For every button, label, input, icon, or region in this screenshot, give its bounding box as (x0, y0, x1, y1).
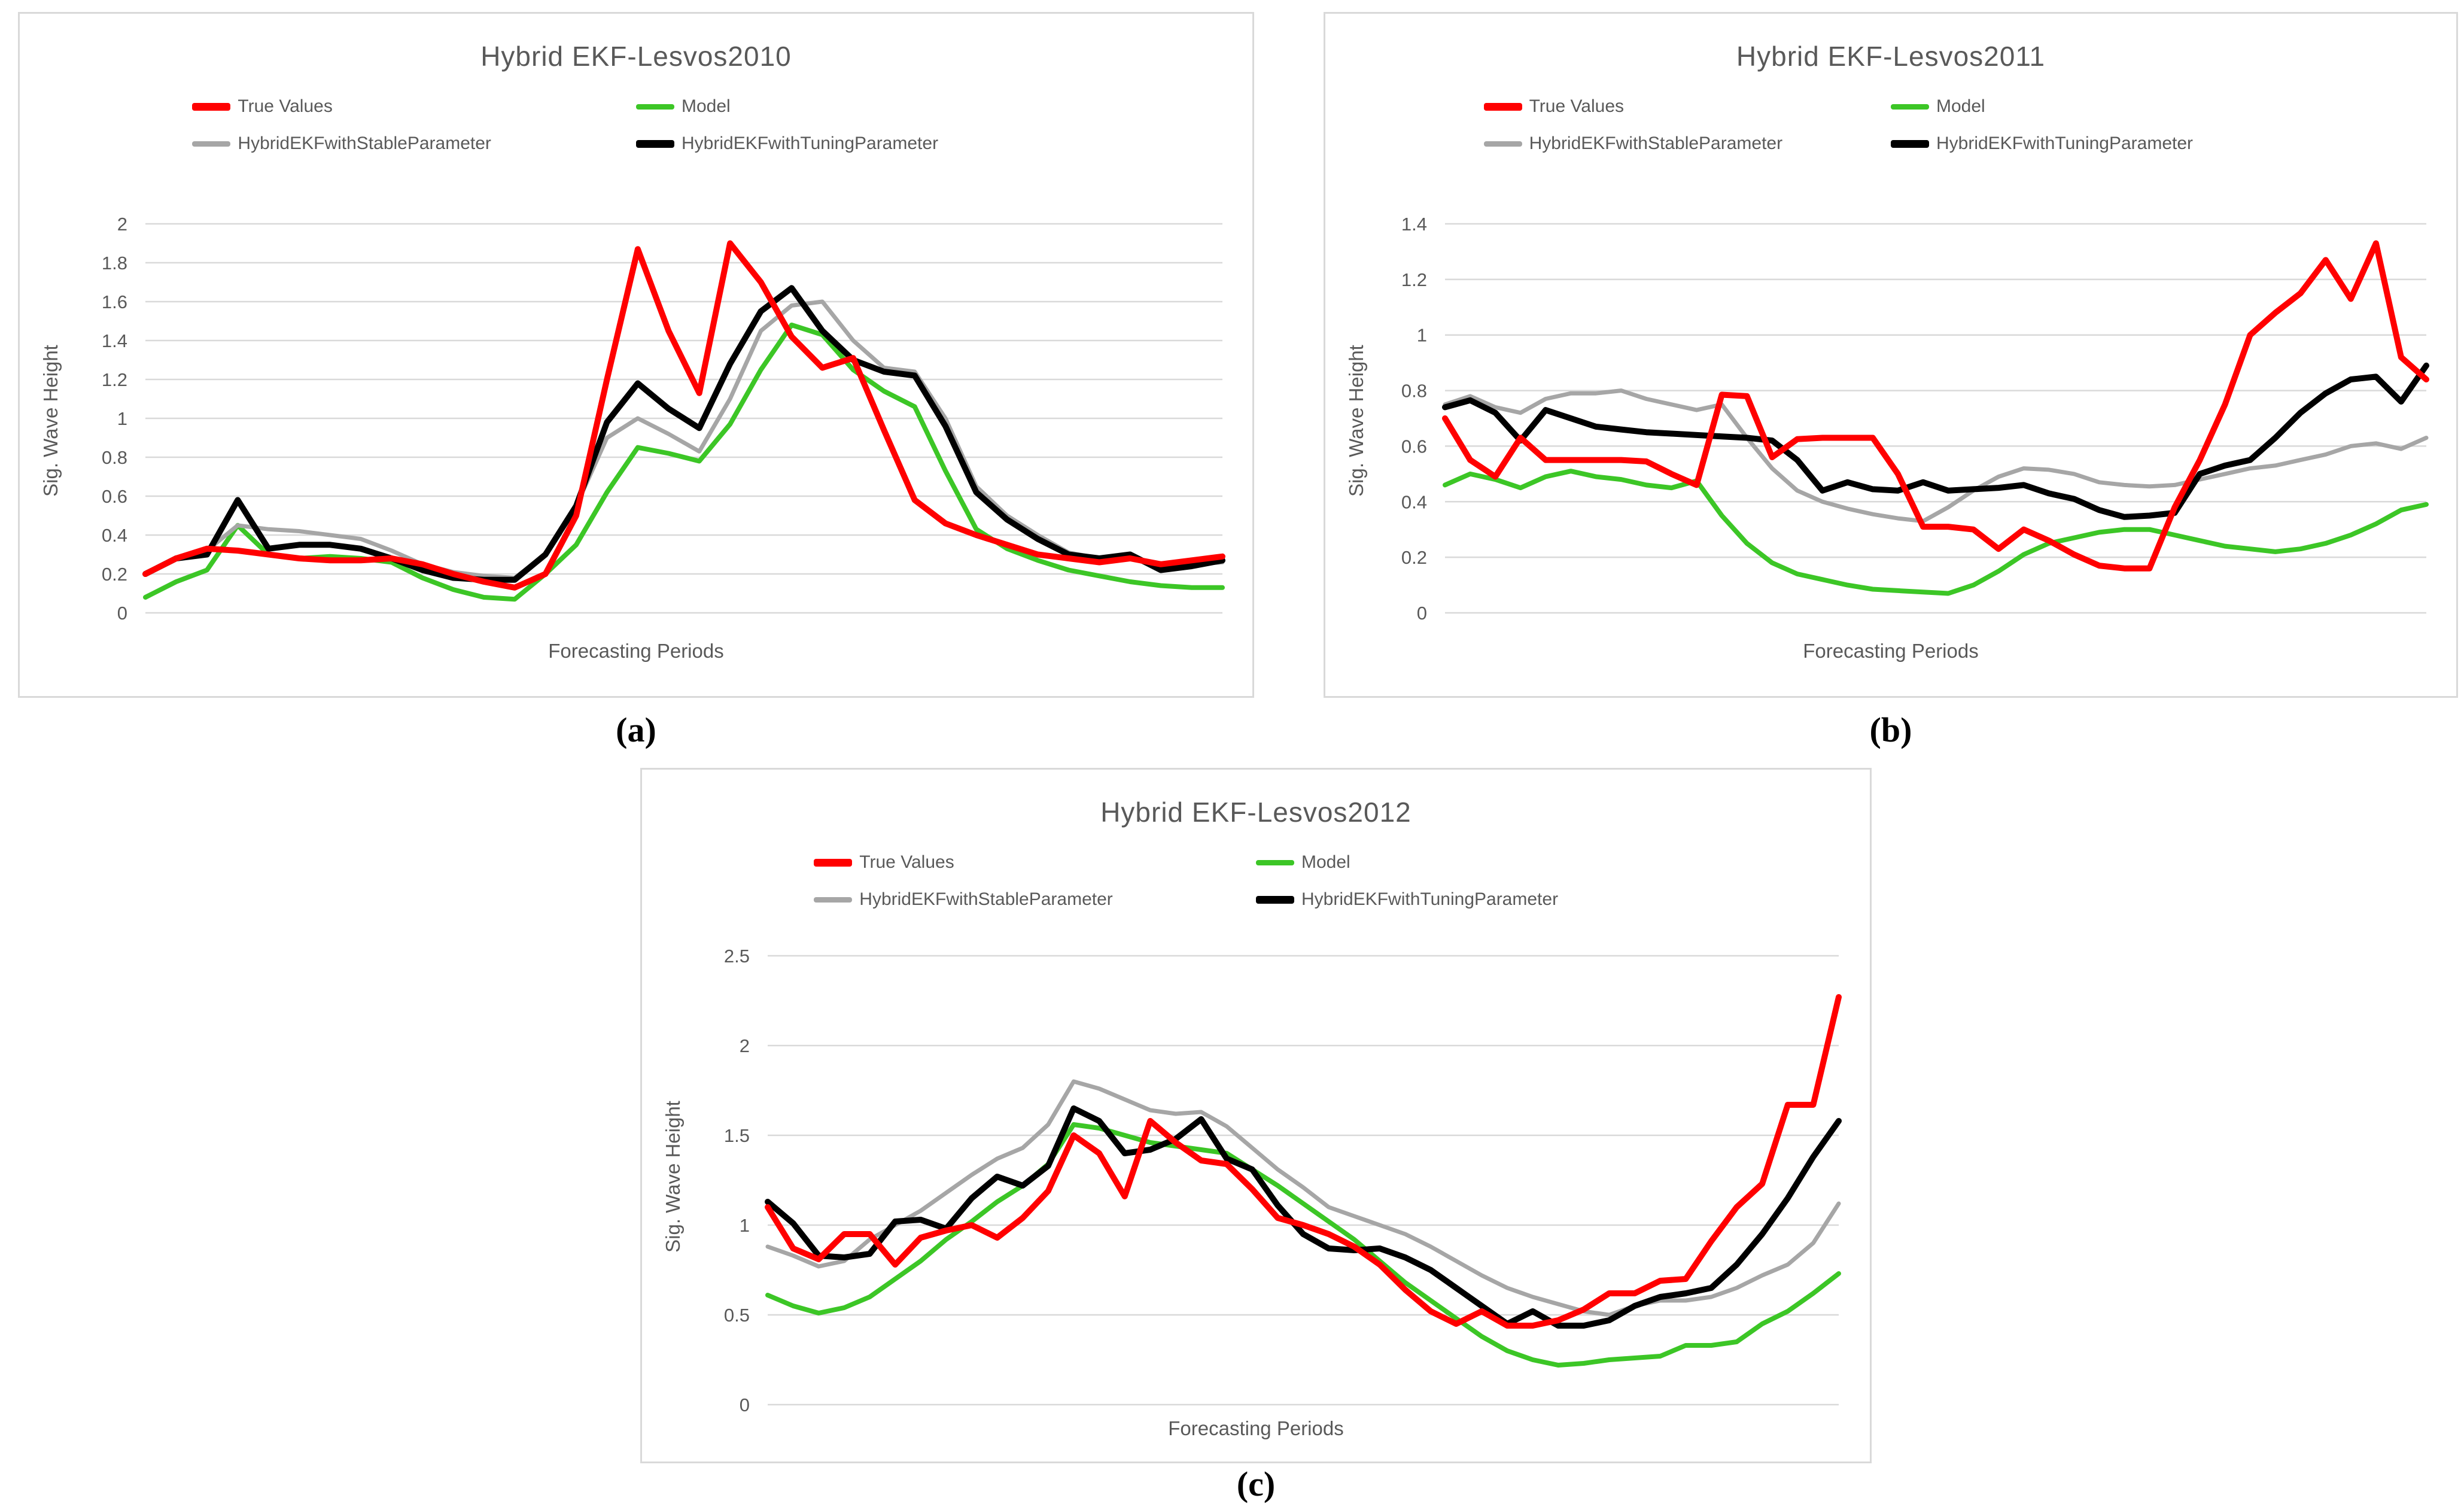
model-swatch (636, 104, 674, 110)
series-line-model (1443, 469, 2429, 596)
y-tick-label: 0.5 (724, 1305, 750, 1326)
y-tick-label: 0 (740, 1394, 750, 1415)
chart-title: Hybrid EKF-Lesvos2011 (1736, 41, 2046, 72)
x-axis-label: Forecasting Periods (1168, 1417, 1344, 1439)
y-tick-label: 1.4 (1401, 215, 1427, 235)
y-tick-label: 1.8 (102, 253, 127, 274)
legend-label: Model (682, 96, 731, 116)
stable-parameter-swatch (1483, 141, 1522, 147)
y-tick-label: 1.5 (724, 1125, 750, 1146)
legend-item-model: Model (1256, 852, 1698, 873)
line-chart-lesvos2012: 2.5 2 1.5 1 0.5 0 (724, 947, 1842, 1415)
tuning-parameter-swatch (1890, 139, 1929, 148)
chart-legend: True Values Model HybridEKFwithStablePar… (814, 852, 1698, 910)
legend-label: Model (1301, 852, 1350, 872)
series-line-hybridekfwithtuningparameter (142, 285, 1225, 583)
legend-label: True Values (238, 96, 333, 116)
legend-label: HybridEKFwithStableParameter (859, 889, 1113, 909)
x-axis-label: Forecasting Periods (548, 640, 724, 662)
y-tick-label: 0 (1417, 603, 1427, 624)
legend-item-stable-parameter: HybridEKFwithStableParameter (1483, 133, 1891, 154)
y-tick-label: 0.8 (1401, 381, 1427, 402)
y-tick-label: 0.2 (1401, 547, 1427, 568)
y-tick-label: 1 (117, 408, 127, 429)
model-swatch (1890, 104, 1929, 110)
stable-parameter-swatch (814, 897, 853, 903)
legend-row: True Values Model (814, 852, 1698, 873)
y-tick-label: 0.6 (1401, 436, 1427, 457)
legend-item-true-values: True Values (192, 96, 636, 117)
chart-title: Hybrid EKF-Lesvos2010 (480, 41, 792, 72)
legend-item-tuning-parameter: HybridEKFwithTuningParameter (1890, 133, 2298, 154)
chart-panel-lesvos2010: Hybrid EKF-Lesvos2010 True Values Model … (18, 12, 1254, 698)
chart-legend: True Values Model HybridEKFwithStablePar… (1483, 96, 2298, 154)
y-tick-label: 0.8 (102, 447, 127, 468)
series-line-true-values (1442, 240, 2429, 572)
chart-panel-lesvos2011: Hybrid EKF-Lesvos2011 True Values Model … (1324, 12, 2458, 698)
tuning-parameter-swatch (636, 139, 674, 148)
x-axis-label: Forecasting Periods (1803, 640, 1979, 662)
line-chart-lesvos2011: 1.4 1.2 1 0.8 0.6 0.4 0.2 0 (1401, 215, 2429, 624)
legend-label: Model (1936, 96, 1985, 116)
series-line-model (143, 323, 1225, 602)
subfigure-caption-b: (b) (1869, 710, 1912, 749)
series-line-hybridekfwithstableparameter (1443, 388, 2429, 524)
y-tick-label: 0.4 (1401, 491, 1427, 512)
legend-label: HybridEKFwithTuningParameter (1936, 133, 2194, 153)
tuning-parameter-swatch (1256, 895, 1294, 904)
y-tick-label: 2 (740, 1035, 750, 1056)
legend-item-model: Model (1890, 96, 2298, 117)
legend-row: HybridEKFwithStableParameter HybridEKFwi… (1483, 133, 2298, 154)
series-line-hybridekfwithstableparameter (143, 299, 1225, 580)
series-line-true-values (765, 994, 1842, 1329)
y-tick-label: 0.4 (102, 525, 127, 546)
legend-row: HybridEKFwithStableParameter HybridEKFwi… (814, 889, 1698, 910)
legend-item-tuning-parameter: HybridEKFwithTuningParameter (1256, 889, 1698, 910)
y-tick-label: 1 (1417, 325, 1427, 346)
y-tick-label: 1.6 (102, 291, 127, 312)
line-chart-lesvos2010: 2 1.8 1.6 1.4 1.2 1 0.8 0.6 0.4 0.2 0 (102, 215, 1225, 624)
legend-row: True Values Model (1483, 96, 2298, 117)
legend-label: True Values (859, 852, 954, 872)
series-line-model (765, 1122, 1841, 1368)
true-values-swatch (814, 858, 853, 867)
legend-label: HybridEKFwithTuningParameter (1301, 889, 1559, 909)
y-tick-label: 0 (117, 603, 127, 624)
subfigure-caption-c: (c) (1236, 1464, 1276, 1503)
legend-row: True Values Model (192, 96, 1079, 117)
legend-item-model: Model (636, 96, 1080, 117)
legend-label: True Values (1529, 96, 1625, 116)
legend-label: HybridEKFwithStableParameter (238, 133, 491, 153)
series-line-true-values (142, 240, 1225, 591)
legend-label: HybridEKFwithTuningParameter (682, 133, 939, 153)
series-line-hybridekfwithtuningparameter (765, 1105, 1842, 1329)
series-line-hybridekfwithstableparameter (765, 1079, 1841, 1317)
y-tick-label: 2.5 (724, 947, 750, 967)
legend-item-stable-parameter: HybridEKFwithStableParameter (192, 133, 636, 154)
y-tick-label: 0.2 (102, 564, 127, 585)
legend-item-true-values: True Values (814, 852, 1256, 873)
legend-item-true-values: True Values (1483, 96, 1891, 117)
true-values-swatch (1483, 102, 1522, 111)
legend-item-tuning-parameter: HybridEKFwithTuningParameter (636, 133, 1080, 154)
legend-label: HybridEKFwithStableParameter (1529, 133, 1783, 153)
chart-legend: True Values Model HybridEKFwithStablePar… (192, 96, 1079, 154)
chart-panel-lesvos2012: Hybrid EKF-Lesvos2012 True Values Model … (640, 768, 1872, 1463)
legend-row: HybridEKFwithStableParameter HybridEKFwi… (192, 133, 1079, 154)
y-tick-label: 1 (740, 1215, 750, 1236)
true-values-swatch (192, 102, 231, 111)
stable-parameter-swatch (192, 141, 231, 147)
y-tick-label: 0.6 (102, 486, 127, 507)
subfigure-caption-a: (a) (616, 710, 656, 749)
y-tick-label: 1.4 (102, 330, 127, 351)
y-tick-label: 1.2 (1401, 269, 1427, 290)
legend-item-stable-parameter: HybridEKFwithStableParameter (814, 889, 1256, 910)
y-tick-label: 1.2 (102, 369, 127, 390)
chart-title: Hybrid EKF-Lesvos2012 (1100, 797, 1412, 828)
model-swatch (1256, 859, 1294, 865)
y-tick-label: 2 (117, 215, 127, 235)
series-line-hybridekfwithtuningparameter (1442, 362, 2429, 520)
